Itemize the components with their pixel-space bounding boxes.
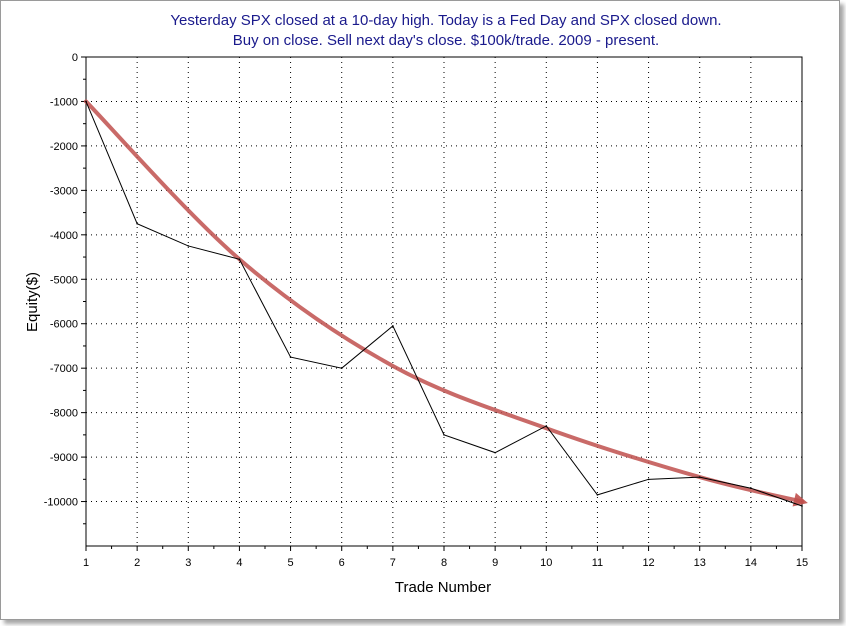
y-axis-label: Equity($) [24, 272, 41, 332]
data-point [647, 478, 650, 481]
grid [86, 57, 802, 546]
y-tick-label: -9000 [50, 452, 78, 464]
y-tick-label: -6000 [50, 319, 78, 331]
data-point [238, 258, 241, 261]
x-tick-label: 3 [185, 557, 191, 569]
chart-title-line-2: Buy on close. Sell next day's close. $10… [233, 32, 659, 49]
x-tick-label: 2 [134, 557, 140, 569]
y-tick-label: -8000 [50, 408, 78, 420]
axis-tick-labels: 1 2 3 4 5 6 7 8 9 10 11 12 13 14 150-1000-2000-3000-40… [44, 52, 808, 569]
y-tick-label: -2000 [50, 141, 78, 153]
x-tick-label: 14 [745, 557, 757, 569]
series-line-group [85, 100, 803, 507]
x-tick-label: 6 [339, 557, 345, 569]
x-tick-label: 11 [592, 557, 603, 569]
x-tick-label: 9 [492, 557, 498, 569]
trend-curve [84, 99, 804, 504]
y-tick-label: -5000 [50, 274, 78, 286]
x-tick-label: 12 [642, 557, 654, 569]
data-point [289, 356, 292, 358]
data-point [187, 245, 190, 247]
x-tick-label: 13 [694, 557, 706, 569]
data-point [85, 100, 87, 103]
x-tick-label: 10 [540, 557, 552, 569]
trend-arrowhead [792, 492, 808, 507]
y-tick-label: -4000 [50, 230, 78, 242]
data-point [698, 476, 701, 478]
chart-title-line-1: Yesterday SPX closed at a 10-day high. T… [170, 12, 721, 29]
chart-title: Yesterday SPX closed at a 10-day high. T… [170, 12, 721, 49]
data-point [801, 505, 803, 507]
x-tick-label: 8 [441, 557, 447, 569]
y-tick-label: -7000 [50, 363, 78, 375]
data-point [136, 222, 138, 225]
data-point [443, 434, 445, 436]
x-tick-label: 7 [390, 557, 396, 569]
data-point [340, 367, 343, 369]
x-tick-label: 4 [236, 557, 242, 569]
x-tick-label: 15 [796, 557, 808, 569]
data-point [494, 451, 496, 454]
y-tick-label: -3000 [50, 185, 78, 197]
data-point [596, 494, 599, 496]
y-tick-label: -1000 [50, 96, 78, 108]
x-tick-label: 5 [288, 557, 294, 569]
y-tick-label: -10000 [44, 497, 78, 509]
data-point [750, 487, 752, 490]
x-axis-label: Trade Number [395, 579, 491, 596]
data-point [392, 325, 394, 327]
x-tick-label: 1 [83, 557, 89, 569]
axis-ticks [81, 56, 803, 551]
y-tick-label: 0 [72, 52, 78, 64]
data-point [545, 425, 548, 427]
